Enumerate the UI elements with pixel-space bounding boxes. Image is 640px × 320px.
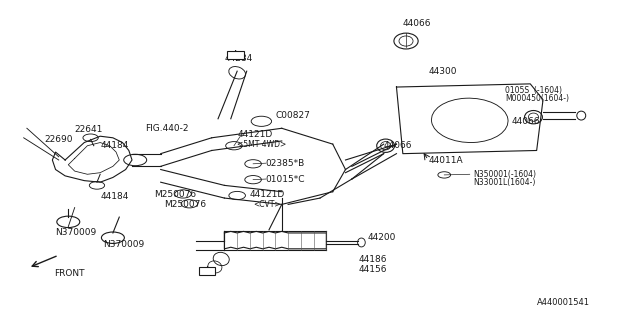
Text: 44121D: 44121D <box>250 190 285 199</box>
Text: 44184: 44184 <box>100 141 129 150</box>
Text: A440001541: A440001541 <box>537 298 589 307</box>
Text: FRONT: FRONT <box>54 269 84 278</box>
Text: M250076: M250076 <box>164 200 206 209</box>
Text: 44200: 44200 <box>368 233 396 242</box>
Text: M000450(1604-): M000450(1604-) <box>505 94 569 103</box>
Text: A: A <box>232 51 238 60</box>
Text: 44184: 44184 <box>100 192 129 201</box>
Text: 44066: 44066 <box>384 141 412 150</box>
Text: N370009: N370009 <box>56 228 97 237</box>
Text: 44284: 44284 <box>225 54 253 63</box>
FancyBboxPatch shape <box>227 51 244 59</box>
Text: N33001L(1604-): N33001L(1604-) <box>473 178 535 187</box>
Text: 02385*B: 02385*B <box>266 159 305 168</box>
Text: M250076: M250076 <box>154 190 196 199</box>
Text: C00827: C00827 <box>275 111 310 120</box>
Text: FIG.440-2: FIG.440-2 <box>145 124 188 133</box>
Text: 22690: 22690 <box>45 135 73 144</box>
Text: N370009: N370009 <box>103 240 145 249</box>
Text: 44121D: 44121D <box>237 130 273 139</box>
Text: 01015*C: 01015*C <box>266 174 305 184</box>
Text: 22641: 22641 <box>75 125 103 134</box>
Text: 44066: 44066 <box>511 117 540 126</box>
Text: N350001(-1604): N350001(-1604) <box>473 170 536 179</box>
Text: A: A <box>205 266 210 275</box>
Text: 44186: 44186 <box>358 255 387 264</box>
Text: 0105S  (-1604): 0105S (-1604) <box>505 86 562 95</box>
Text: <CVT>: <CVT> <box>253 200 281 209</box>
Text: 44156: 44156 <box>358 265 387 274</box>
Text: 44066: 44066 <box>403 19 431 28</box>
FancyBboxPatch shape <box>199 267 216 275</box>
Text: <5MT 4WD>: <5MT 4WD> <box>237 140 287 149</box>
Text: 44300: 44300 <box>428 67 457 76</box>
Text: 44011A: 44011A <box>428 156 463 164</box>
